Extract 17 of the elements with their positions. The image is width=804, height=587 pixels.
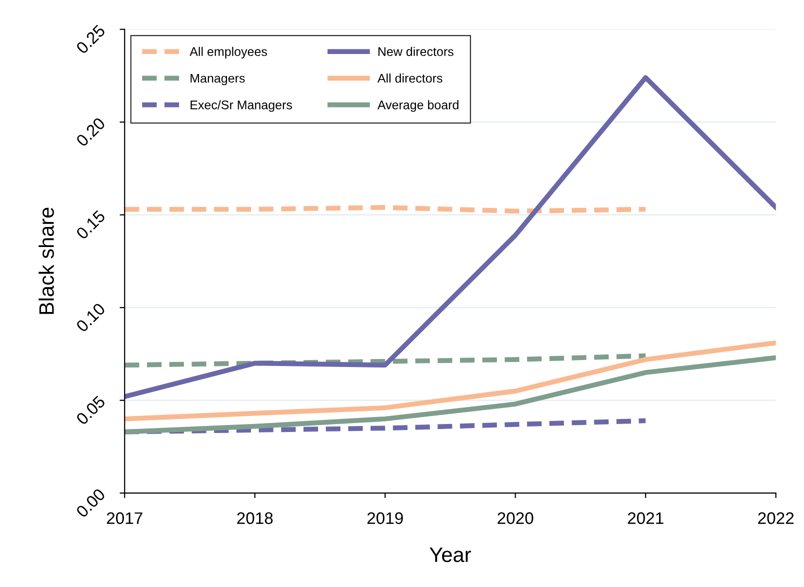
- y-tick-label: 0.20: [76, 116, 106, 148]
- x-axis-title: Year: [430, 548, 471, 562]
- x-tick-label: 2021: [628, 512, 664, 524]
- y-tick-label: 0.00: [76, 488, 106, 518]
- legend-label: Exec/Sr Managers: [190, 100, 292, 112]
- legend-label: All directors: [377, 74, 442, 83]
- y-axis-title: Black share: [38, 208, 54, 314]
- x-tick-label: 2019: [367, 512, 403, 524]
- legend-label: Managers: [190, 74, 245, 86]
- y-tick-label: 0.10: [76, 302, 106, 333]
- x-tick-label: 2018: [237, 512, 273, 524]
- x-tick-label: 2017: [106, 512, 142, 524]
- x-tick-label: 2020: [498, 512, 534, 524]
- x-tick-label: 2022: [758, 512, 794, 524]
- legend-label: New directors: [378, 46, 454, 56]
- legend-label: All employees: [190, 46, 267, 58]
- legend-label: Average board: [377, 100, 458, 112]
